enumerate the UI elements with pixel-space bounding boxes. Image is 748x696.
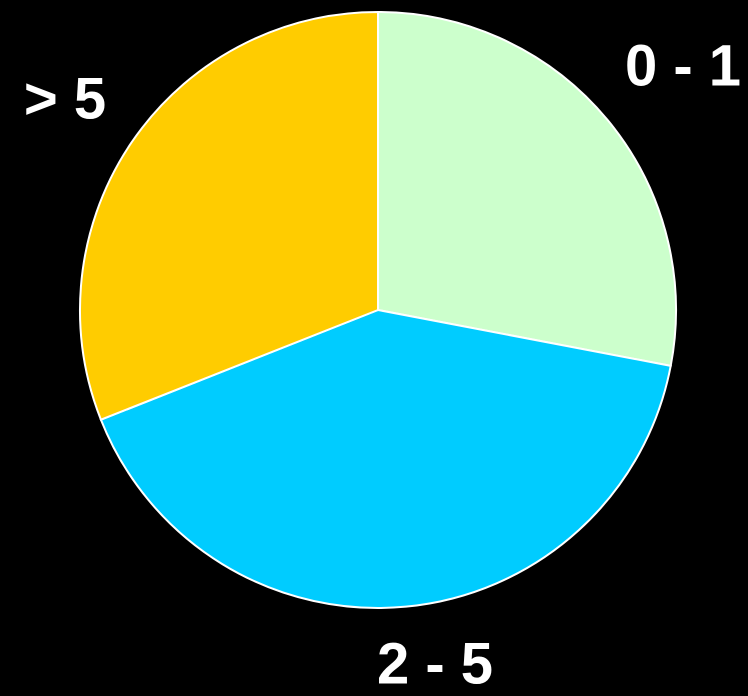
pie-slice — [377, 10, 677, 368]
pie-slice — [79, 10, 379, 421]
slice-label: > 5 — [24, 66, 106, 131]
slice-label: 2 - 5 — [377, 631, 493, 696]
pie-slice — [99, 308, 672, 609]
slice-label: 0 - 1 — [625, 33, 741, 98]
